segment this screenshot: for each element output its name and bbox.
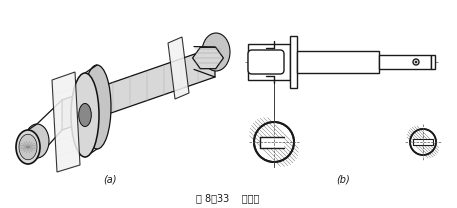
Ellipse shape: [79, 103, 91, 126]
Ellipse shape: [19, 134, 37, 160]
Bar: [290, 36, 297, 88]
Ellipse shape: [83, 65, 111, 149]
Text: 图 8－33    剖面图: 图 8－33 剖面图: [197, 193, 260, 203]
Ellipse shape: [71, 73, 99, 157]
Bar: [379, 55, 431, 69]
Ellipse shape: [202, 33, 230, 71]
FancyBboxPatch shape: [248, 50, 284, 74]
Text: (a): (a): [103, 175, 117, 185]
Ellipse shape: [410, 129, 436, 155]
Bar: [248, 44, 290, 80]
Bar: [413, 139, 433, 145]
Bar: [260, 136, 284, 147]
Bar: [431, 55, 435, 69]
Polygon shape: [62, 47, 215, 130]
Text: (b): (b): [336, 175, 350, 185]
Ellipse shape: [16, 130, 40, 164]
Polygon shape: [52, 72, 80, 172]
Ellipse shape: [413, 59, 419, 65]
Ellipse shape: [415, 61, 417, 63]
Bar: [297, 51, 379, 73]
Polygon shape: [192, 47, 223, 69]
Polygon shape: [168, 37, 189, 99]
Ellipse shape: [25, 124, 49, 158]
Ellipse shape: [254, 122, 294, 162]
